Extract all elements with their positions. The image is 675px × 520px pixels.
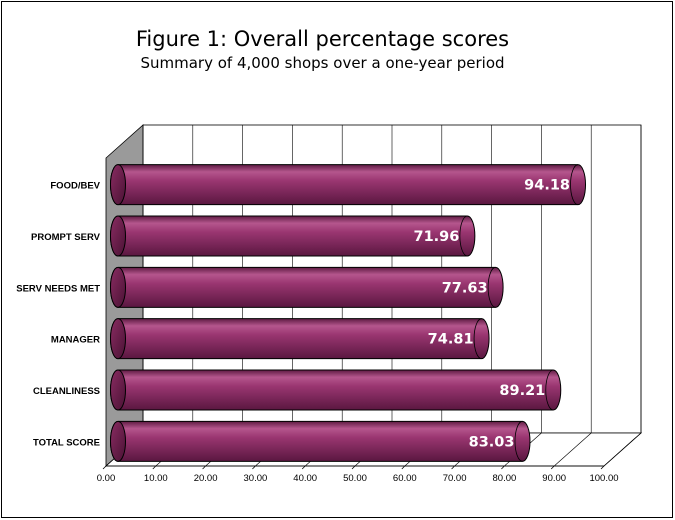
bar-end-edge (487, 266, 496, 308)
bar-end-cap (110, 369, 126, 411)
category-label: SERV NEEDS MET (16, 283, 100, 294)
x-tick-label: 0.00 (97, 473, 116, 484)
category-label: TOTAL SCORE (33, 437, 100, 448)
category-label: MANAGER (51, 335, 100, 346)
bar-body (110, 420, 531, 462)
tick-mark (501, 465, 505, 470)
x-tick-label: 30.00 (244, 473, 268, 484)
x-tick-label: 10.00 (144, 473, 168, 484)
bar-end-cap (110, 318, 126, 360)
chart-subtitle: Summary of 4,000 shops over a one-year p… (140, 54, 505, 72)
category-label: PROMPT SERV (31, 232, 101, 243)
x-tick-label: 80.00 (493, 473, 517, 484)
bar-body (110, 164, 586, 206)
bar-end-edge (473, 318, 482, 360)
bar-end-edge (545, 369, 554, 411)
floor-gridline (603, 432, 642, 467)
bar-end-edge (459, 215, 468, 257)
tick-mark (102, 465, 107, 470)
bar: 83.03 (110, 420, 531, 462)
bar-end-edge (514, 420, 523, 462)
bar: 89.21 (110, 369, 562, 411)
x-tick-label: 90.00 (542, 473, 566, 484)
floor-gridline (554, 432, 592, 467)
x-tick-label: 100.00 (589, 473, 618, 484)
x-tick-label: 70.00 (443, 473, 467, 484)
bar-end-cap (110, 266, 126, 308)
tick-mark (401, 465, 406, 470)
x-tick-label: 60.00 (393, 473, 417, 484)
x-tick-label: 40.00 (293, 473, 317, 484)
category-label: FOOD/BEV (50, 181, 100, 192)
bar-value-label: 89.21 (499, 383, 545, 399)
bar-value-label: 94.18 (524, 178, 570, 194)
tick-mark (351, 465, 356, 470)
tick-mark (152, 465, 157, 470)
bar: 71.96 (110, 215, 476, 257)
chart-title: Figure 1: Overall percentage scores (135, 27, 510, 51)
tick-mark (252, 465, 256, 470)
tick-mark (451, 465, 455, 470)
tick-mark (550, 465, 555, 470)
tick-mark (600, 465, 605, 470)
tick-mark (202, 465, 206, 470)
bar-end-cap (110, 420, 126, 462)
bar-value-label: 71.96 (413, 229, 459, 245)
bar-body (110, 369, 562, 411)
bar-end-edge (570, 164, 579, 206)
x-tick-label: 20.00 (194, 473, 218, 484)
bar: 74.81 (110, 318, 490, 360)
x-tick-label: 50.00 (343, 473, 367, 484)
category-label: CLEANLINESS (33, 386, 100, 397)
bar-end-cap (110, 215, 126, 257)
tick-mark (301, 465, 306, 470)
bar: 94.18 (110, 164, 586, 206)
bar-value-label: 77.63 (442, 280, 488, 296)
bar-value-label: 74.81 (428, 332, 474, 348)
bar: 77.63 (110, 266, 504, 308)
bar-value-label: 83.03 (469, 434, 515, 450)
bar-end-cap (110, 164, 126, 206)
